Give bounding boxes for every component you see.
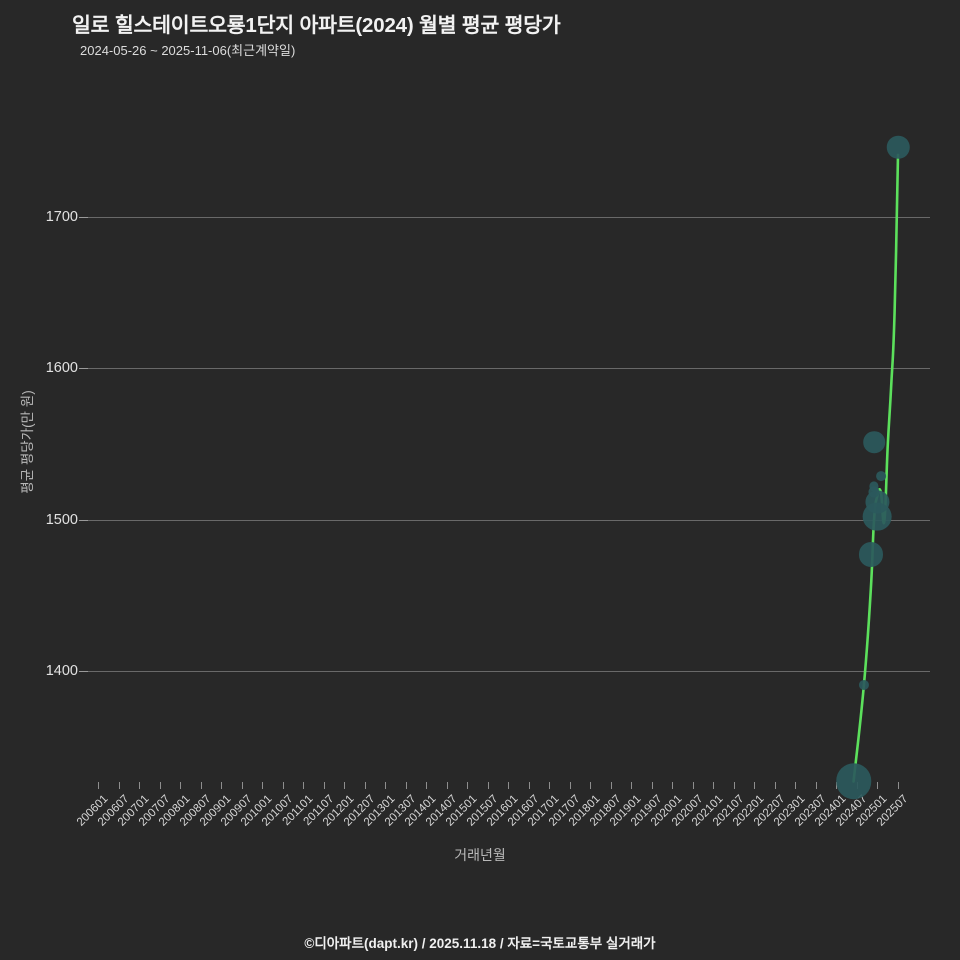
y-tick-label: 1700 [45,209,78,225]
x-tick-mark [323,782,325,789]
chart-subtitle: 2024-05-26 ~ 2025-11-06(최근계약일) [80,43,296,58]
x-tick-mark [262,782,264,789]
x-tick-mark [754,782,756,789]
x-tick-mark [508,782,510,789]
x-tick-mark [569,782,571,789]
x-tick-mark [364,782,366,789]
y-axis-label: 평균 평당가(만 원) [20,390,35,494]
data-bubble[interactable] [835,763,872,800]
page-title: 일로 힐스테이트오룡1단지 아파트(2024) 월별 평균 평당가 [72,14,561,37]
gridline [88,217,930,218]
x-axis-label: 거래년월 [454,847,506,863]
x-tick-mark [405,782,407,789]
data-bubble[interactable] [876,470,886,481]
y-tick-mark [79,368,88,370]
data-bubble[interactable] [858,542,883,567]
x-tick-mark [877,782,879,789]
data-bubble[interactable] [886,136,910,159]
x-tick-mark [733,782,735,789]
x-tick-mark [221,782,223,789]
x-tick-mark [200,782,202,789]
x-tick-mark [446,782,448,789]
x-tick-mark [487,782,489,789]
x-tick-mark [303,782,305,789]
gridline [88,519,930,521]
y-tick-label: 1400 [45,663,78,679]
x-tick-mark [139,782,141,789]
y-tick-label: 1500 [45,511,78,528]
x-tick-mark [98,782,99,789]
x-tick-mark [118,782,120,789]
x-tick-mark [631,782,633,789]
x-tick-mark [282,782,284,789]
y-tick-mark [79,217,88,218]
data-bubble[interactable] [863,431,885,454]
x-tick-mark [385,782,387,789]
x-tick-mark [467,782,469,789]
data-bubble[interactable] [869,481,879,491]
y-tick-label: 1600 [45,360,78,377]
x-tick-mark [590,782,592,789]
x-tick-mark [241,782,243,789]
x-tick-mark [898,782,899,789]
x-tick-mark [528,782,530,789]
gridline [88,671,930,672]
data-bubble[interactable] [858,679,869,690]
x-tick-mark [549,782,551,789]
y-tick-mark [79,671,88,672]
footer-credit: ©디아파트(dapt.kr) / 2025.11.18 / 자료=국토교통부 실… [304,936,656,951]
chart-legend [0,888,960,926]
x-tick-mark [774,782,776,789]
x-tick-mark [713,782,715,789]
x-tick-mark [159,782,161,789]
x-tick-mark [180,782,182,789]
data-bubble[interactable] [868,486,880,498]
x-tick-mark [672,782,674,789]
y-tick-mark [79,519,88,521]
x-tick-mark [651,782,653,789]
x-tick-mark [692,782,694,789]
x-tick-mark [344,782,346,789]
x-tick-mark [795,782,797,789]
gridline [88,368,930,370]
x-tick-mark [815,782,817,789]
x-tick-mark [426,782,428,789]
x-tick-mark [610,782,612,789]
